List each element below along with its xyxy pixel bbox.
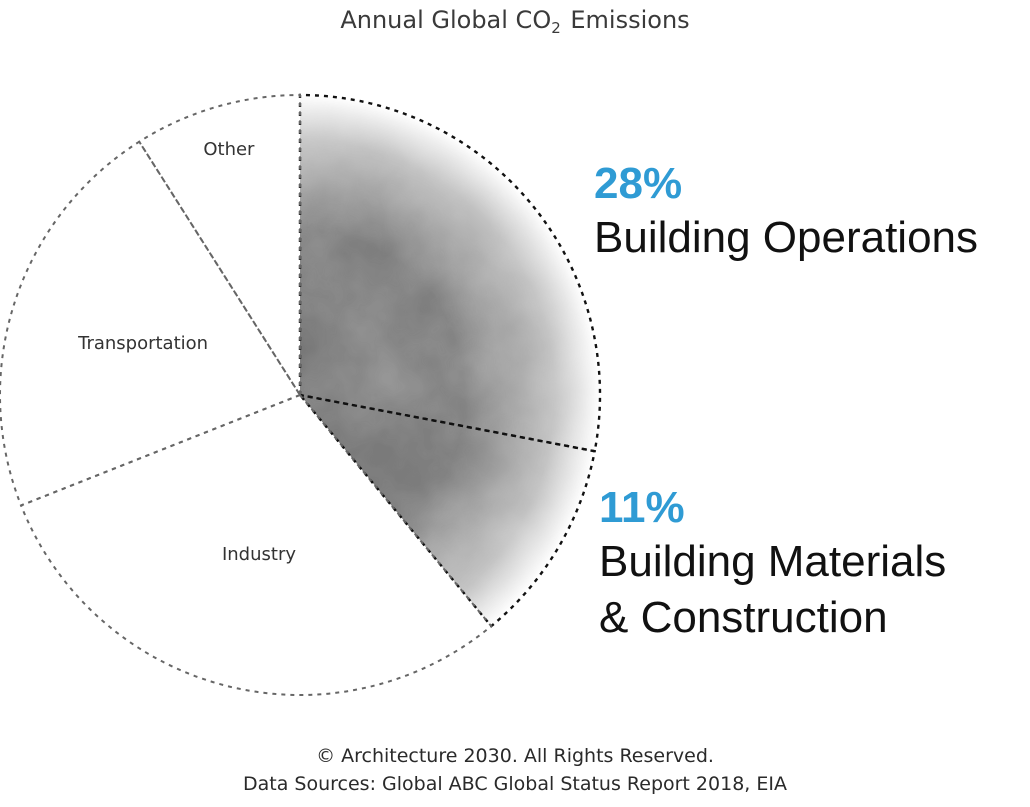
smoke-fill [280,80,620,640]
callout-operations-percent: 28% [594,159,683,208]
callout-materials-percent: 11% [599,483,685,532]
callout-building-operations: 28% Building Operations [594,158,978,266]
callout-operations-label: Building Operations [594,213,979,262]
pie-slices [0,93,602,696]
slice-label-transportation: Transportation [77,333,208,354]
pie-slice-labels: Industry Transportation Other [77,139,296,565]
slice-label-other: Other [203,139,255,160]
data-sources-text: Data Sources: Global ABC Global Status R… [243,773,787,795]
callout-materials-label-line2: & Construction [599,593,888,642]
pie-slice-other [137,93,301,399]
title-rest: Emissions [562,6,690,34]
slice-label-industry: Industry [222,544,296,565]
copyright-text: © Architecture 2030. All Rights Reserved… [316,745,714,767]
callout-materials-label-line1: Building Materials [599,537,947,586]
chart-title: Annual Global CO2 Emissions [0,6,1030,37]
pie-slice-building-materials-construction [296,393,597,628]
title-subscript: 2 [551,19,561,37]
callout-building-materials: 11% Building Materials & Construction [599,482,946,646]
pie-slice-building-operations [298,93,602,453]
title-main: Annual Global CO [340,6,552,34]
pie-slice-transportation [0,140,302,507]
